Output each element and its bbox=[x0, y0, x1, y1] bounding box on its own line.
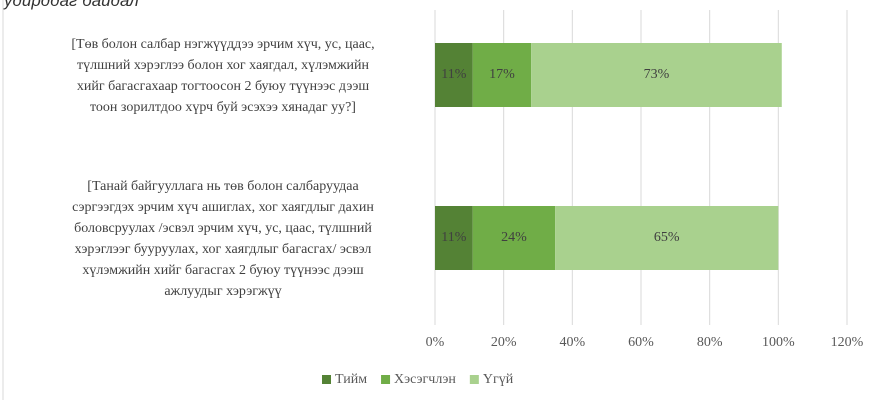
legend-swatch bbox=[322, 375, 331, 384]
category-label: [Танай байгууллага нь төв болон салбаруу… bbox=[72, 179, 374, 299]
bar-segment bbox=[555, 206, 779, 270]
data-label: 11% bbox=[441, 230, 466, 245]
x-tick-label: 0% bbox=[426, 335, 445, 350]
data-label: 11% bbox=[441, 67, 466, 82]
bar-segment bbox=[472, 206, 556, 270]
bar-segment bbox=[435, 43, 473, 107]
bar-segment bbox=[435, 206, 473, 270]
x-tick-label: 80% bbox=[697, 335, 723, 350]
x-tick-label: 100% bbox=[762, 335, 795, 350]
legend-swatch bbox=[469, 375, 479, 384]
data-label: 24% bbox=[501, 230, 527, 245]
x-tick-label: 40% bbox=[559, 335, 585, 350]
category-label: [Төв болон салбар нэгжүүддээ эрчим хүч, … bbox=[71, 37, 375, 115]
legend-label: Хэсэгчлэн bbox=[394, 372, 456, 387]
bar-segment bbox=[531, 43, 782, 107]
legend-swatch bbox=[381, 375, 391, 384]
data-label: 65% bbox=[654, 230, 680, 245]
chart-title: удирддаг байдал bbox=[4, 0, 139, 10]
data-label: 17% bbox=[489, 67, 515, 82]
x-tick-label: 120% bbox=[831, 335, 864, 350]
x-tick-label: 20% bbox=[491, 335, 517, 350]
legend-label: Тийм bbox=[335, 372, 367, 387]
bar-segment bbox=[472, 43, 532, 107]
x-tick-label: 60% bbox=[628, 335, 654, 350]
legend-label: Үгүй bbox=[483, 372, 514, 387]
data-label: 73% bbox=[644, 67, 670, 82]
